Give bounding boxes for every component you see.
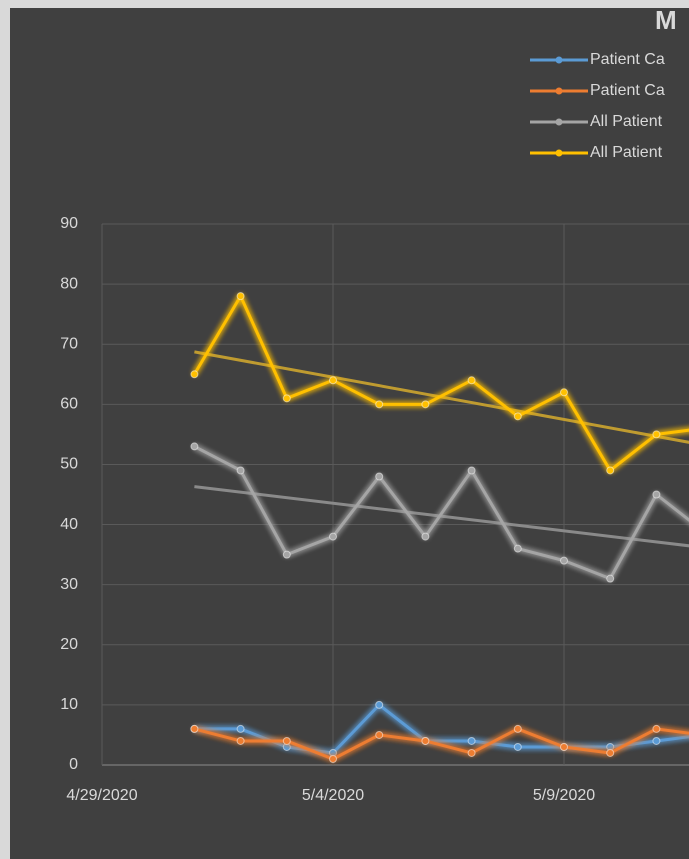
data-point: [513, 724, 522, 733]
x-tick-label: 4/29/2020: [66, 787, 137, 804]
legend-swatch-dot: [555, 87, 563, 95]
y-tick-label: 30: [60, 576, 78, 593]
y-tick-label: 40: [60, 516, 78, 533]
data-point: [190, 724, 199, 733]
x-tick-label: 5/9/2020: [533, 787, 595, 804]
data-point: [560, 556, 568, 565]
data-point: [467, 748, 476, 757]
y-tick-label: 0: [69, 756, 78, 773]
data-point: [421, 400, 430, 409]
series-line: [194, 703, 689, 755]
legend-swatch-dot: [555, 118, 563, 126]
chart-title: M: [655, 5, 677, 35]
series-line: [194, 727, 689, 761]
legend-label: All Patient: [590, 144, 663, 161]
data-point: [236, 724, 245, 733]
legend-label: Patient Ca: [590, 51, 665, 68]
data-point: [606, 748, 615, 757]
legend-label: All Patient: [590, 113, 663, 130]
data-point: [421, 532, 430, 541]
series-line: [193, 294, 689, 472]
data-point: [190, 370, 199, 379]
x-tick-label: 5/4/2020: [302, 787, 364, 804]
data-point: [652, 724, 661, 733]
trendline: [194, 485, 689, 548]
data-point: [560, 388, 568, 397]
y-tick-label: 60: [60, 396, 78, 413]
y-tick-label: 20: [60, 636, 78, 653]
data-point: [329, 754, 337, 763]
trendline: [194, 350, 689, 444]
data-point: [329, 376, 337, 385]
y-tick-label: 90: [60, 215, 78, 232]
data-point: [513, 544, 522, 553]
data-point: [652, 490, 661, 499]
data-point: [467, 736, 476, 745]
data-point: [236, 292, 245, 301]
data-point: [375, 700, 384, 709]
data-point: [652, 430, 661, 439]
data-point: [375, 400, 384, 409]
y-tick-label: 70: [60, 335, 78, 352]
data-point: [606, 574, 615, 583]
data-point: [282, 550, 291, 559]
data-point: [560, 742, 568, 751]
data-point: [375, 730, 384, 739]
data-point: [606, 466, 615, 475]
data-point: [421, 736, 430, 745]
series-line: [193, 445, 689, 581]
chart-background: [10, 8, 689, 859]
data-point: [190, 442, 199, 451]
y-tick-label: 80: [60, 275, 78, 292]
y-tick-label: 50: [60, 456, 78, 473]
data-point: [467, 376, 476, 385]
legend-label: Patient Ca: [590, 82, 665, 99]
legend-swatch-dot: [555, 56, 563, 64]
data-point: [513, 412, 522, 421]
y-tick-label: 10: [60, 696, 78, 713]
data-point: [513, 742, 522, 751]
data-point: [329, 532, 337, 541]
data-point: [467, 466, 476, 475]
data-point: [236, 466, 245, 475]
data-point: [236, 736, 245, 745]
legend-swatch-dot: [555, 149, 563, 157]
data-point: [375, 472, 384, 481]
data-point: [282, 736, 291, 745]
data-point: [652, 736, 661, 745]
data-point: [282, 394, 291, 403]
